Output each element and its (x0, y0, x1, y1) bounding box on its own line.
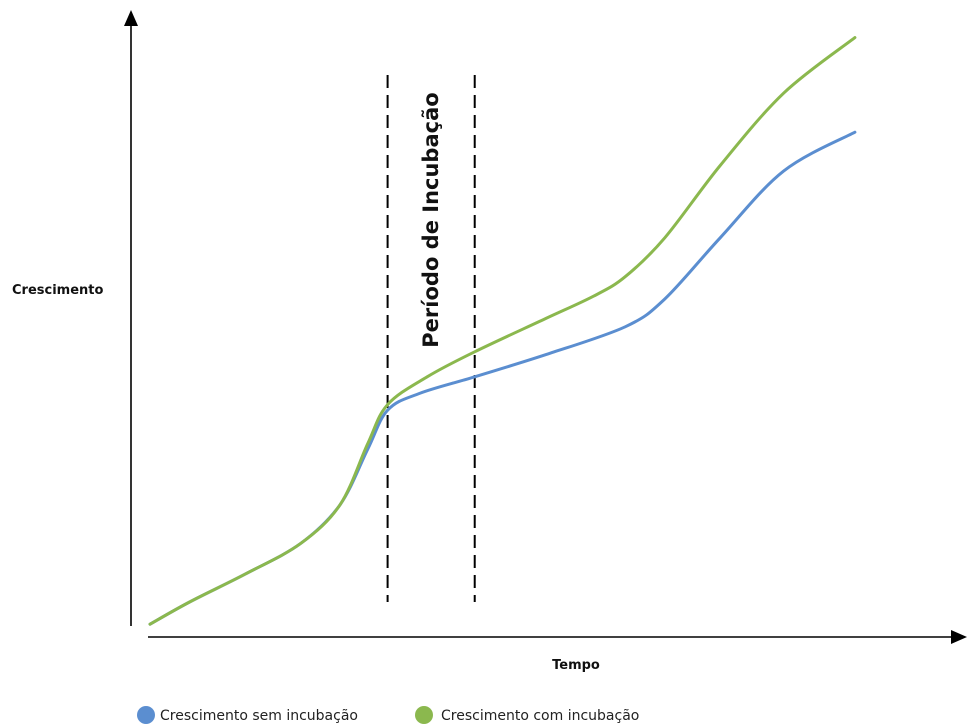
y-axis-arrow-icon (124, 10, 138, 26)
legend: Crescimento sem incubação Crescimento co… (137, 706, 639, 724)
series-line-sem-incubacao (148, 130, 857, 626)
incubation-period-label: Período de Incubação (419, 92, 443, 347)
legend-swatch-com-incubacao (415, 706, 433, 724)
series-group (148, 36, 857, 626)
x-axis-label: Tempo (552, 658, 600, 673)
legend-swatch-sem-incubacao (137, 706, 155, 724)
y-axis-label: Crescimento (12, 283, 104, 298)
x-axis-arrow-icon (951, 630, 967, 644)
legend-label-sem-incubacao: Crescimento sem incubação (160, 708, 358, 724)
legend-label-com-incubacao: Crescimento com incubação (441, 708, 639, 724)
series-line-com-incubacao (148, 36, 857, 626)
